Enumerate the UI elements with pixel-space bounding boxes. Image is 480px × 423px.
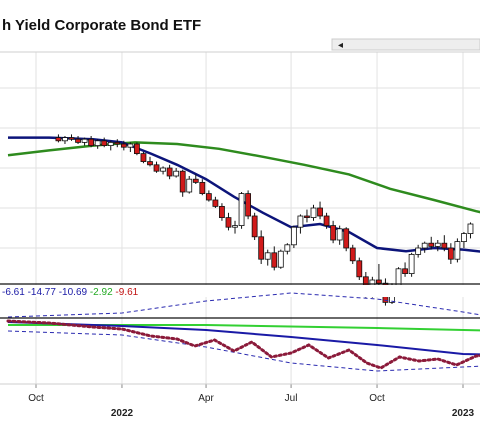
x-tick-label: Jul (285, 393, 298, 404)
candle-body (284, 244, 291, 252)
candle-body (290, 226, 297, 246)
candle-body (68, 137, 75, 140)
candle-body (212, 199, 219, 207)
candle-body (258, 236, 265, 260)
candle-body (160, 167, 166, 172)
candle-body (153, 164, 160, 172)
candle-body (330, 225, 337, 241)
indicator-blue-line (7, 321, 480, 356)
indicator-label-bg (0, 285, 480, 297)
candle-body (310, 207, 317, 218)
candle-body (264, 252, 271, 260)
candle-body (219, 205, 225, 218)
candle-body (304, 215, 310, 218)
candle-body (147, 161, 153, 166)
indicator-lower-band (7, 330, 480, 372)
candle-body (232, 225, 238, 228)
candle-body (205, 193, 212, 201)
candle-body (140, 153, 147, 163)
indicator-value: -14.77 (25, 287, 57, 298)
candle-body (94, 140, 101, 147)
candle-body (376, 279, 382, 284)
candle-body (134, 143, 140, 154)
candle-body (75, 138, 81, 143)
candle-body (297, 215, 304, 228)
candle-body (421, 242, 428, 249)
candle-body (251, 215, 258, 238)
candle-body (199, 181, 206, 194)
x-tick-label: 2023 (452, 408, 475, 419)
candle-body (323, 215, 330, 226)
candle-body (166, 167, 173, 177)
candle-body (62, 137, 68, 142)
candle-body (173, 170, 180, 177)
candle-body (428, 242, 435, 247)
candle-body (441, 242, 448, 249)
candle-body (192, 178, 199, 183)
indicator-upper-band (7, 292, 480, 318)
x-axis: Oct 2022 Apr Jul Oct 2023 (28, 384, 475, 419)
candle-body (408, 253, 415, 274)
x-tick-label: 2022 (111, 408, 134, 419)
candle-body (120, 143, 127, 148)
x-tick-label: Oct (369, 393, 385, 404)
candle-body (356, 260, 363, 278)
candle-body (55, 137, 62, 142)
indicator-value: -10.69 (56, 287, 88, 298)
candle-body (238, 193, 245, 227)
candle-body (447, 247, 454, 260)
candle-body (81, 138, 88, 143)
indicator-values: -6.61 -14.77 -10.69 -2.92 -9.61 (2, 287, 139, 298)
indicator-dotted-line (6, 319, 480, 370)
indicator-value: -9.61 (113, 287, 139, 298)
candle-body (88, 138, 95, 146)
candle-body (114, 141, 121, 145)
x-tick-label: Apr (198, 393, 214, 404)
candle-body (271, 252, 278, 268)
candle-body (101, 140, 108, 147)
candle-body (336, 228, 343, 241)
indicator-panel: -6.61 -14.77 -10.69 -2.92 -9.61 (0, 285, 480, 372)
chart-title: h Yield Corporate Bond ETF (2, 17, 201, 34)
candle-body (415, 247, 422, 255)
indicator-value: -2.92 (87, 287, 113, 298)
x-tick-label: Oct (28, 393, 44, 404)
candle-body (317, 207, 323, 217)
chart-scrollbar[interactable] (331, 38, 480, 51)
candle-body (107, 141, 114, 146)
candle-body (179, 170, 186, 193)
candle-body (454, 241, 461, 260)
candle-body (277, 250, 284, 268)
candle-body (343, 228, 350, 249)
candle-body (467, 223, 474, 234)
candle-body (225, 217, 232, 228)
candle-body (127, 143, 134, 148)
scroll-left-icon[interactable]: ◂ (338, 40, 343, 51)
candle-body (349, 247, 356, 262)
candle-body (402, 268, 408, 274)
candle-body (461, 233, 467, 243)
indicator-value: -6.61 (2, 287, 25, 298)
candle-body (434, 242, 441, 247)
candle-body (186, 178, 193, 193)
candle-body (245, 193, 251, 217)
